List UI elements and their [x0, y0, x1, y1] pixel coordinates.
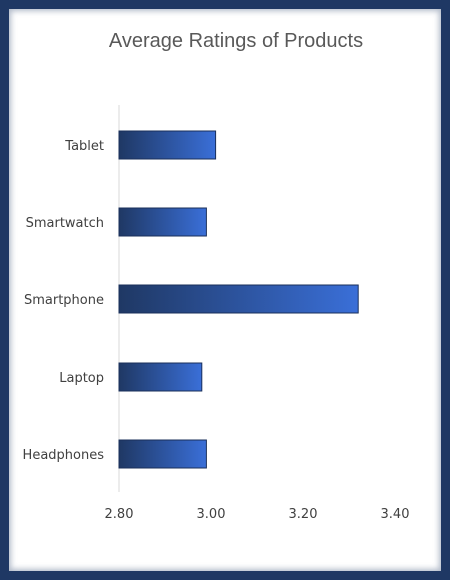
x-tick-label: 3.20 [289, 507, 318, 522]
bar-headphones [118, 439, 207, 469]
bar-tablet [118, 130, 217, 160]
x-tick-label: 3.00 [197, 507, 226, 522]
category-label-laptop: Laptop [59, 371, 104, 386]
chart-title: Average Ratings of Products [108, 30, 364, 52]
x-tick-label: 2.80 [105, 507, 134, 522]
category-label-smartphone: Smartphone [24, 293, 104, 308]
bar-smartphone [118, 284, 359, 314]
bar-smartwatch [118, 207, 207, 237]
x-tick-label: 3.40 [381, 507, 410, 522]
category-label-headphones: Headphones [23, 448, 105, 463]
bar-laptop [118, 362, 203, 392]
category-label-tablet: Tablet [64, 139, 104, 154]
category-label-smartwatch: Smartwatch [26, 216, 104, 231]
